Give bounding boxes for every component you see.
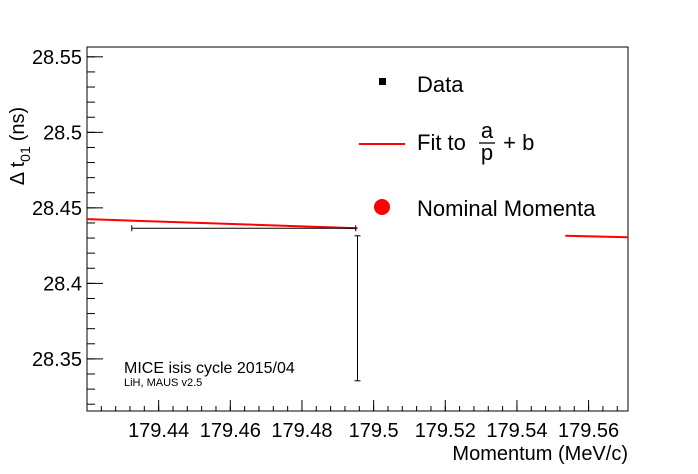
x-tick-label: 179.5 — [349, 420, 399, 442]
y-tick-label: 28.5 — [43, 122, 82, 144]
x-tick-label: 179.56 — [558, 420, 619, 442]
legend-fit-prefix: Fit to — [417, 130, 472, 155]
y-axis-label-main: Δ t — [7, 161, 29, 185]
y-axis-ticks: 28.35 28.4 28.45 28.5 28.55 — [32, 47, 103, 405]
annotation-software: LiH, MAUS v2.5 — [124, 377, 202, 389]
legend-fit-suffix: + b — [497, 130, 534, 155]
x-tick-label: 179.46 — [200, 420, 261, 442]
y-tick-label: 28.35 — [32, 349, 82, 371]
legend-nominal-label: Nominal Momenta — [417, 196, 596, 221]
legend: Data Fit to a p + b Nominal Momenta — [359, 72, 596, 221]
legend-fit-fraction-numerator: a — [481, 118, 494, 143]
y-tick-label: 28.55 — [32, 47, 82, 69]
x-axis-ticks: 179.44 179.46 179.48 179.5 179.52 179.54 179.5… — [86, 400, 619, 442]
x-tick-label: 179.54 — [486, 420, 547, 442]
x-tick-label: 179.44 — [128, 420, 189, 442]
y-axis-label-unit: (ns) — [7, 107, 29, 141]
plot-frame — [86, 46, 629, 412]
y-tick-label: 28.4 — [43, 273, 82, 295]
fit-line-segment — [565, 234, 629, 239]
data-points — [131, 225, 361, 382]
annotation-run-cycle: MICE isis cycle 2015/04 — [124, 360, 295, 377]
x-axis-label: Momentum (MeV/c) — [452, 443, 628, 465]
legend-nominal-marker — [374, 199, 390, 215]
y-tick-label: 28.45 — [32, 198, 82, 220]
x-tick-label: 179.52 — [415, 420, 476, 442]
fit-line-segment — [86, 218, 358, 230]
y-axis-label-subscript: 01 — [17, 146, 33, 162]
legend-fit-fraction-denominator: p — [481, 140, 493, 165]
fit-lines — [86, 218, 629, 239]
legend-data-marker — [379, 78, 386, 85]
y-axis-label: Δ t01 (ns) — [7, 107, 33, 185]
legend-data-label: Data — [417, 72, 464, 97]
legend-fit-label: Fit to — [417, 130, 472, 155]
x-tick-label: 179.48 — [271, 420, 332, 442]
